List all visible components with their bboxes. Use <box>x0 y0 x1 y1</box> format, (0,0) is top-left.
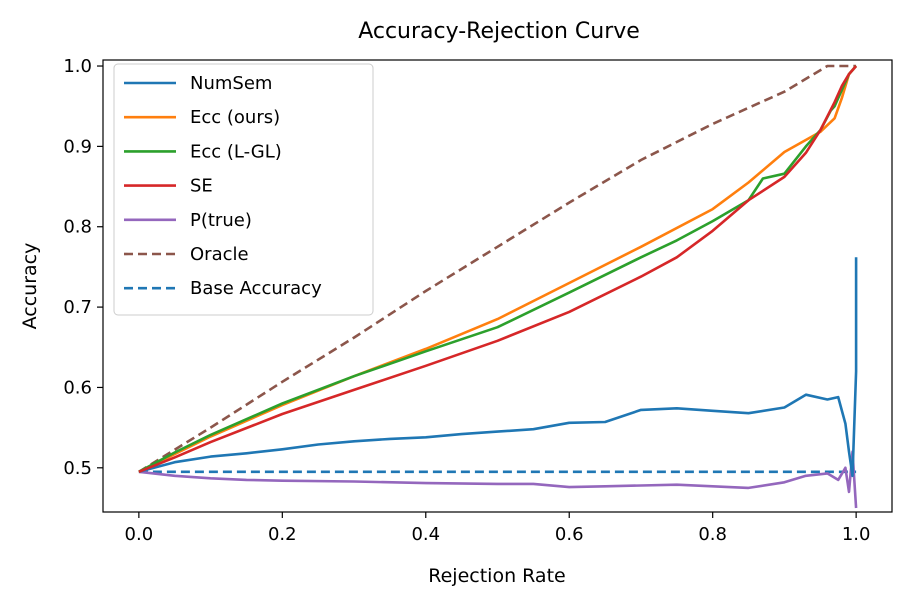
series-line-oracle <box>138 64 857 473</box>
series-line-ecc-ours <box>138 65 858 473</box>
y-tick-label: 1.0 <box>63 56 92 77</box>
series-layer <box>138 64 858 509</box>
y-tick-label: 0.9 <box>63 136 92 157</box>
legend-label-ecc-l-gl: Ecc (L-GL) <box>190 141 282 162</box>
series-line-p-true <box>138 450 858 509</box>
x-tick-label: 1.0 <box>842 524 871 545</box>
x-tick-label: 0.0 <box>125 524 154 545</box>
chart-title: Accuracy-Rejection Curve <box>358 19 640 44</box>
x-tick-label: 0.2 <box>268 524 297 545</box>
plot-frame <box>102 59 893 513</box>
legend-label-numsem: NumSem <box>190 73 272 94</box>
series-line-ecc-l-gl <box>138 65 858 473</box>
y-axis-label: Accuracy <box>19 243 41 330</box>
x-tick-label: 0.4 <box>411 524 440 545</box>
y-tick-label: 0.7 <box>63 297 92 318</box>
x-tick-label: 0.6 <box>555 524 584 545</box>
legend-label-ecc-ours: Ecc (ours) <box>190 107 280 128</box>
series-line-numsem <box>138 257 858 478</box>
y-tick-label: 0.6 <box>63 377 92 398</box>
legend: NumSem Ecc (ours) Ecc (L-GL) SE P(true) Oracl… <box>113 63 374 316</box>
legend-items: NumSem Ecc (ours) Ecc (L-GL) SE P(true) Oracl… <box>124 73 322 299</box>
x-axis-ticks: 0.0 0.2 0.4 0.6 0.8 1.0 <box>125 512 871 545</box>
y-tick-label: 0.8 <box>63 217 92 238</box>
legend-label-oracle: Oracle <box>190 244 249 265</box>
series-line-se <box>138 65 858 474</box>
legend-label-p-true: P(true) <box>190 210 252 231</box>
legend-label-base-accuracy: Base Accuracy <box>190 278 322 299</box>
legend-label-se: SE <box>190 176 213 197</box>
y-tick-label: 0.5 <box>63 458 92 479</box>
x-tick-label: 0.8 <box>698 524 727 545</box>
x-axis-label: Rejection Rate <box>428 565 565 587</box>
legend-box <box>113 63 374 316</box>
y-axis-ticks: 0.5 0.6 0.7 0.8 0.9 1.0 <box>63 56 103 479</box>
